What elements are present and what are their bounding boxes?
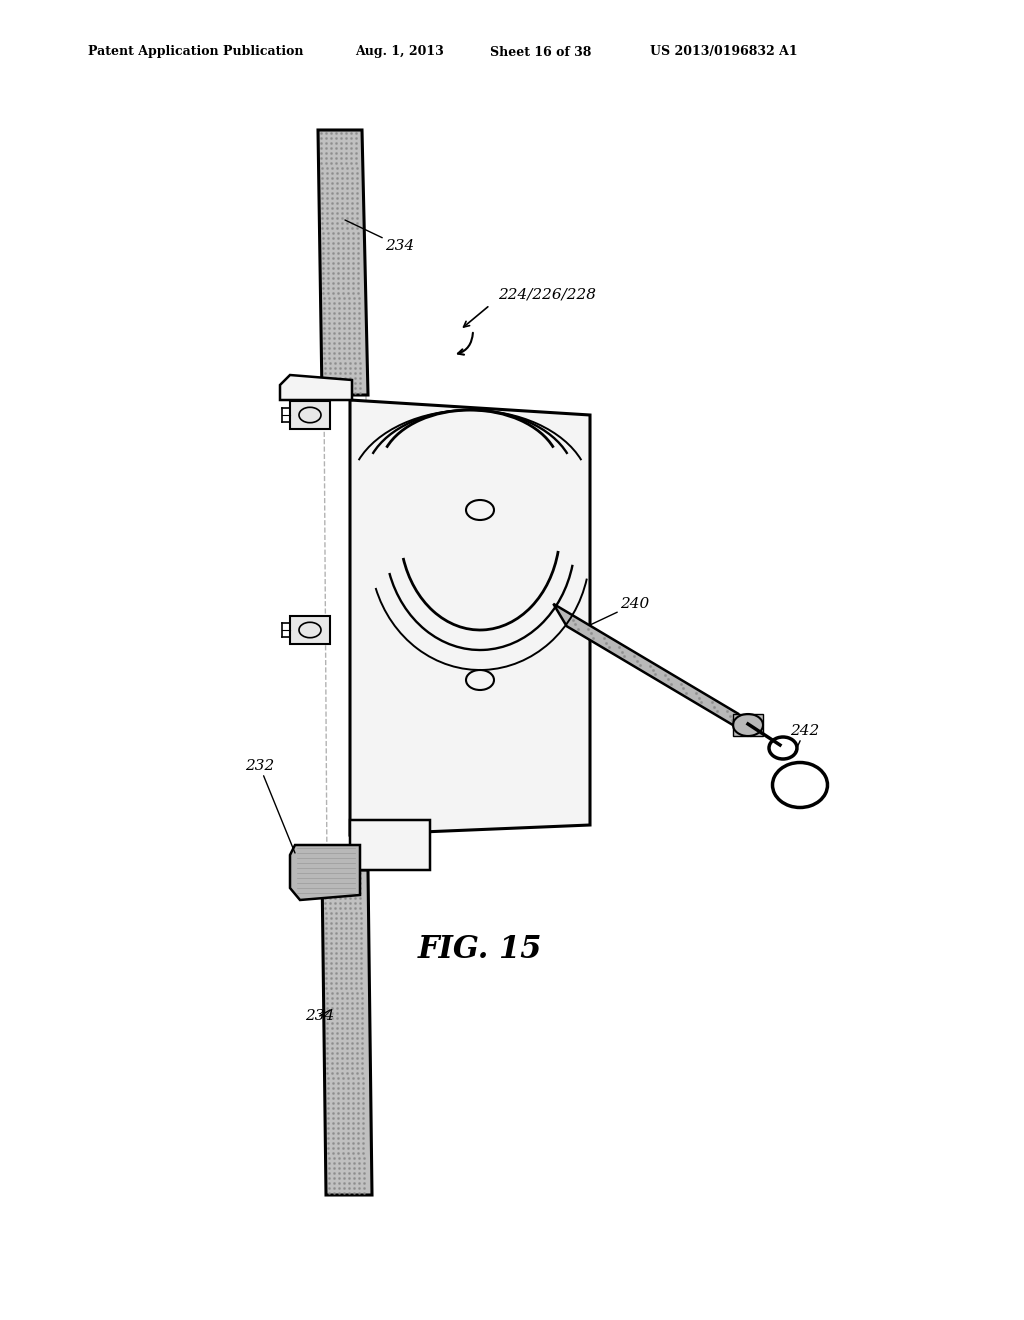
Text: 232: 232 <box>245 759 295 853</box>
Polygon shape <box>322 870 372 1195</box>
Text: 224/226/228: 224/226/228 <box>498 288 596 302</box>
Text: 240: 240 <box>590 597 649 624</box>
Text: 242: 242 <box>790 723 819 752</box>
Polygon shape <box>553 603 752 737</box>
Text: 234: 234 <box>345 220 415 253</box>
Text: Sheet 16 of 38: Sheet 16 of 38 <box>490 45 592 58</box>
Bar <box>290 616 330 644</box>
Bar <box>290 401 330 429</box>
Text: Aug. 1, 2013: Aug. 1, 2013 <box>355 45 443 58</box>
Text: US 2013/0196832 A1: US 2013/0196832 A1 <box>650 45 798 58</box>
Polygon shape <box>280 375 352 400</box>
Polygon shape <box>350 400 590 836</box>
Polygon shape <box>733 714 763 737</box>
Polygon shape <box>318 129 368 395</box>
Text: 234: 234 <box>305 1008 334 1023</box>
Text: FIG. 15: FIG. 15 <box>418 935 543 965</box>
Text: Patent Application Publication: Patent Application Publication <box>88 45 303 58</box>
Polygon shape <box>350 820 430 870</box>
Polygon shape <box>290 845 360 900</box>
